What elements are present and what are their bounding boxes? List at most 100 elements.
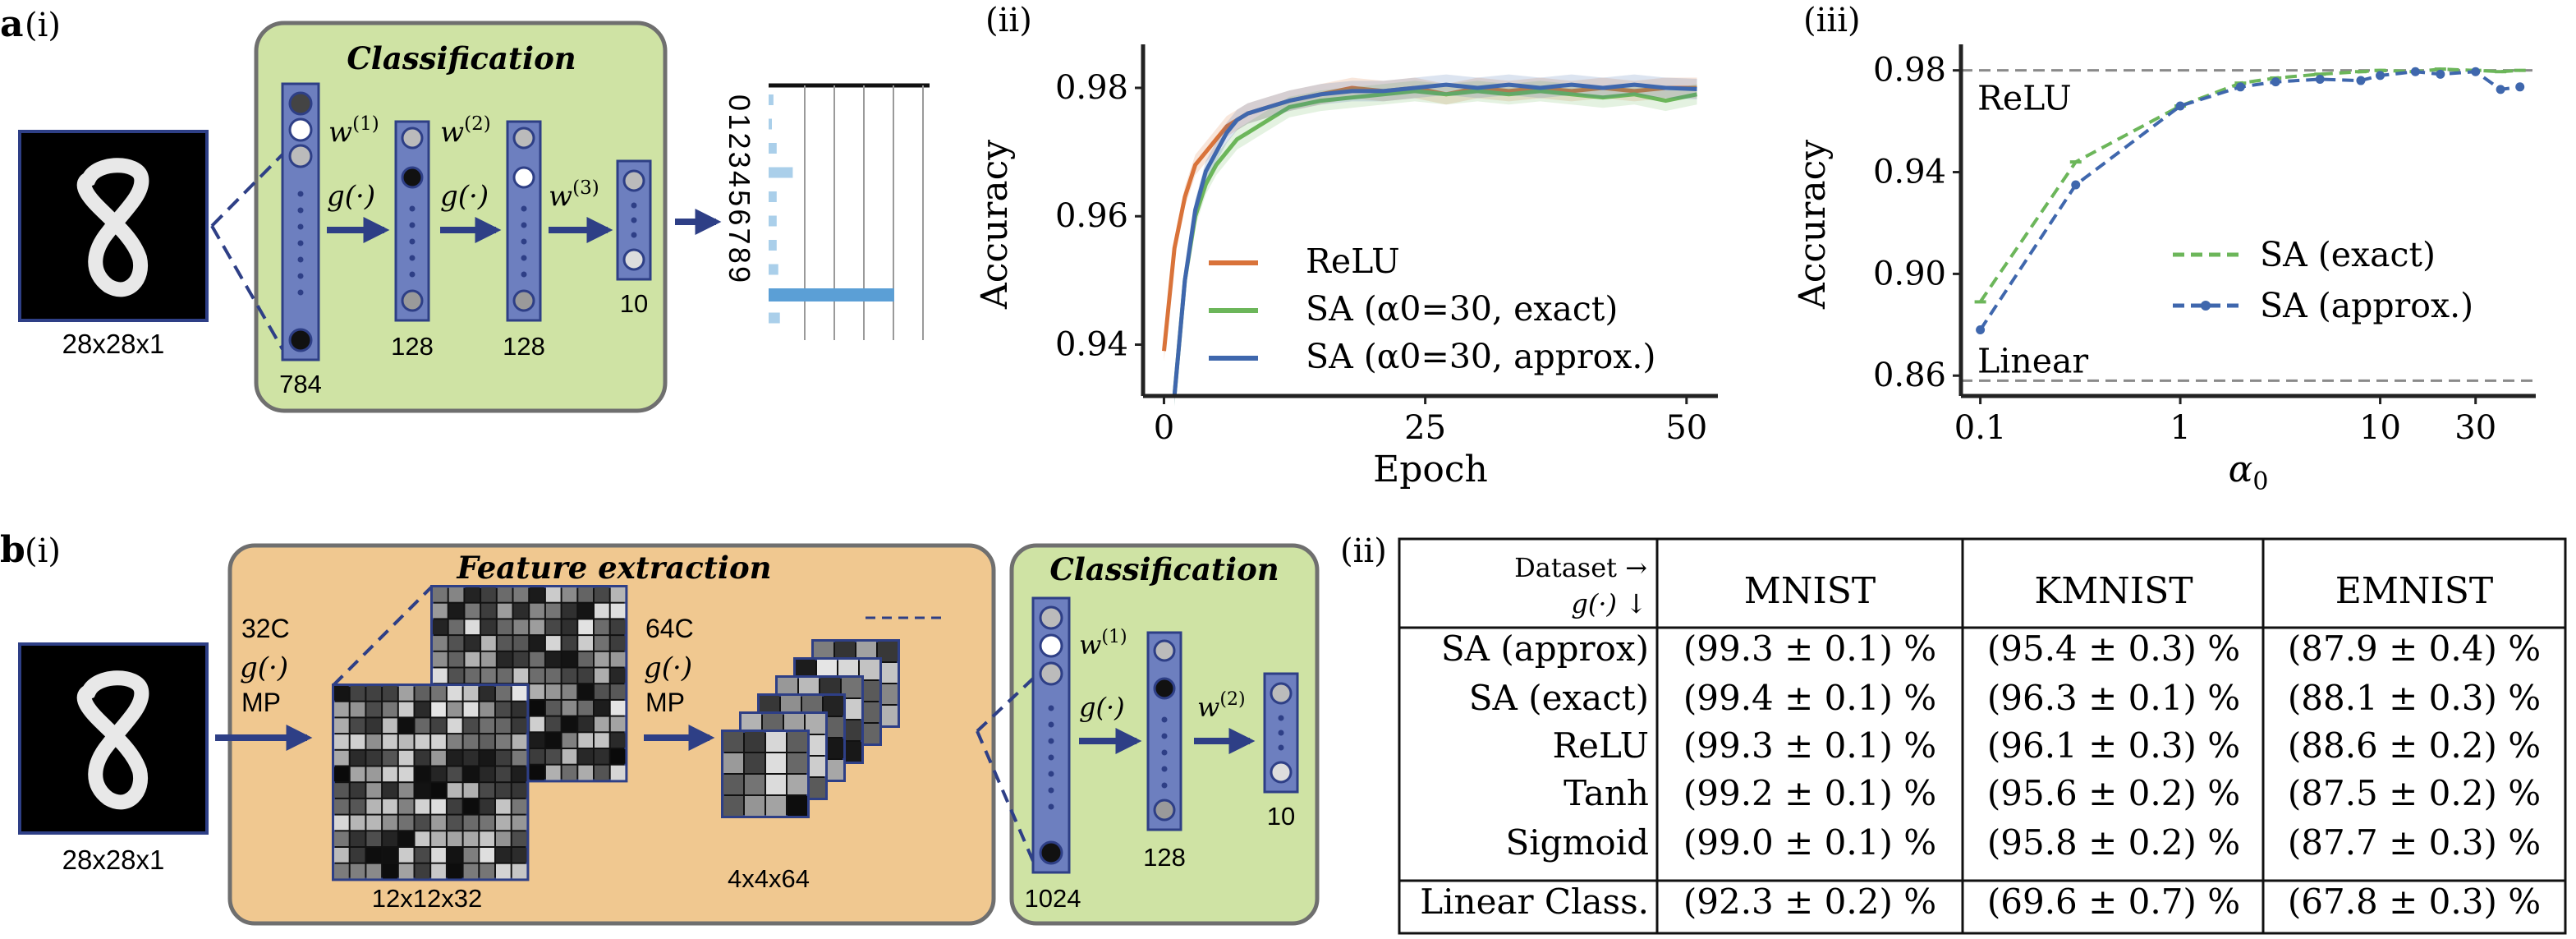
input-digit-image-a [18,130,209,322]
feature-map-1-back-cell [562,700,577,716]
feature-map-1-back-cell [433,651,448,667]
layer-size-128-second: 128 [503,332,545,361]
feature-map-1-back-cell [562,716,577,732]
feature-map-1-back-cell [448,668,464,684]
zoom-line-bottom-a [210,225,284,350]
feature-map-1-back-cell [530,603,544,619]
feature-map-1-front-cell [366,799,382,814]
feature-map-1-back-cell [610,619,626,635]
output-bar-digit-5 [769,215,777,227]
legend-label-sa-approx: SA (α0=30, approx.) [1306,337,1655,376]
feature-map-1-back-cell [433,587,448,602]
feature-map-1-front-cell [447,734,462,749]
feature-map-1-front-cell [366,750,382,766]
feature-map-1-back-cell [578,636,593,651]
feature-map-1-back-cell [545,668,561,684]
feature-map-2-layer-cell [766,796,786,816]
feature-map-1-back-cell [448,651,464,667]
feature-map-1-front-cell [512,702,527,717]
feature-map-1-front-cell [334,863,349,879]
y-tick-label: 0.90 [1873,255,1946,292]
feature-map-1-back-cell [562,651,577,667]
feature-map-1-back-cell [497,668,512,684]
activation-g-a2: g(·) [440,180,489,213]
panel-a-sub-ii: (ii) [985,2,1032,39]
feature-map-1-front-cell [480,799,494,814]
table-cell: (99.0 ± 0.1) % [1683,822,1936,863]
feature-map-1-back-cell [448,603,464,619]
weight-w2-a: w(2) [440,113,491,149]
feature-map-1-back-cell [595,700,609,716]
feature-map-2-layer-cell [723,796,743,816]
y-tick-label: 0.98 [1873,52,1946,90]
feature-map-1-front-cell [463,831,479,846]
feature-map-1-front-cell [447,783,462,798]
feature-map-1-front-cell [480,718,494,734]
feature-map-1-front-cell [415,815,430,831]
feature-map-1-back-cell [562,684,577,699]
feature-map-1-back-cell [497,651,512,667]
feature-map-1-front-cell [350,686,365,701]
table-cell: (96.1 ± 0.3) % [1987,725,2240,766]
feature-map-2-layer-cell [766,775,786,794]
feature-map-1-front-cell [415,766,430,782]
feature-map-1-front-cell [447,702,462,717]
feature-map-1-front-cell [350,718,365,734]
feature-map-1-back-cell [545,651,561,667]
panel-a-sub-i: (i) [25,7,61,44]
feature-map-1-front-cell [447,848,462,863]
feature-map-1-back-cell [610,668,626,684]
table-cell: (99.4 ± 0.1) % [1683,678,1936,718]
y-tick-label: 0.94 [1055,325,1128,363]
series-marker-1 [2315,75,2325,85]
y-axis-label: Accuracy [1792,140,1834,310]
feature-map-1-back-cell [562,733,577,748]
feature-map-1-front-cell [366,783,382,798]
input-digit-image-b [18,642,209,835]
epoch-chart-legend: ReLU SA (α0=30, exact) SA (α0=30, approx… [1209,242,1655,376]
feature-map-1-back-cell [578,684,593,699]
conv1-pooling: MP [241,688,281,717]
feature-map-1-front-cell [415,863,430,879]
feature-map-1-back-cell [595,716,609,732]
y-tick-label: 0.94 [1873,154,1946,191]
legend-marker-sa-approx-alpha [2201,301,2211,311]
zoom-line-top-a [210,153,284,228]
feature-map-1-back-cell [610,603,626,619]
y-tick-label: 0.96 [1055,197,1128,235]
feature-map-1-front-cell [350,815,365,831]
feature-map-1-back-cell [545,733,561,748]
feature-map-1-front-cell [383,815,397,831]
panel-b-label: b [0,529,25,571]
output-bar-digit-3 [769,167,793,178]
zoom-line-top-b [976,677,1035,733]
feature-map-1-front-cell [447,766,462,782]
feature-map-1-front-cell [463,863,479,879]
reference-label-linear: Linear [1977,341,2088,380]
table-row-label: Linear Class. [1420,881,1649,922]
zoom-line-bottom-b [976,730,1035,862]
feature-map-1-front-cell [480,848,494,863]
feature-map-1-front-cell [350,766,365,782]
layer-128-second [506,120,542,322]
series-marker-1 [2356,76,2366,85]
panel-a-label: a [0,3,24,45]
activation-g-b: g(·) [1079,692,1125,723]
feature-map-1-front-cell [334,702,349,717]
alpha-accuracy-chart: 0.86 0.90 0.94 0.98 0.1 1 10 30 α0 Accuracy ReLU Li… [1792,44,2536,496]
feature-map-1-back-cell [513,668,529,684]
x-tick-label: 30 [2454,409,2496,447]
feature-map-1-caption: 12x12x32 [372,884,482,913]
table-border [1398,537,2567,935]
feature-map-1-front-cell [415,750,430,766]
weight-w2-b: w(2) [1197,689,1246,723]
feature-map-1-back-cell [433,619,448,635]
feature-map-1-back-cell [545,700,561,716]
feature-map-1-back-cell [481,603,496,619]
feature-map-1-front-cell [431,702,446,717]
feature-map-1-front-cell [398,863,414,879]
reference-label-relu: ReLU [1977,79,2072,118]
input-caption-b: 28x28x1 [62,845,165,875]
feature-map-1-back-cell [595,765,609,780]
layer-10-b [1263,672,1299,794]
